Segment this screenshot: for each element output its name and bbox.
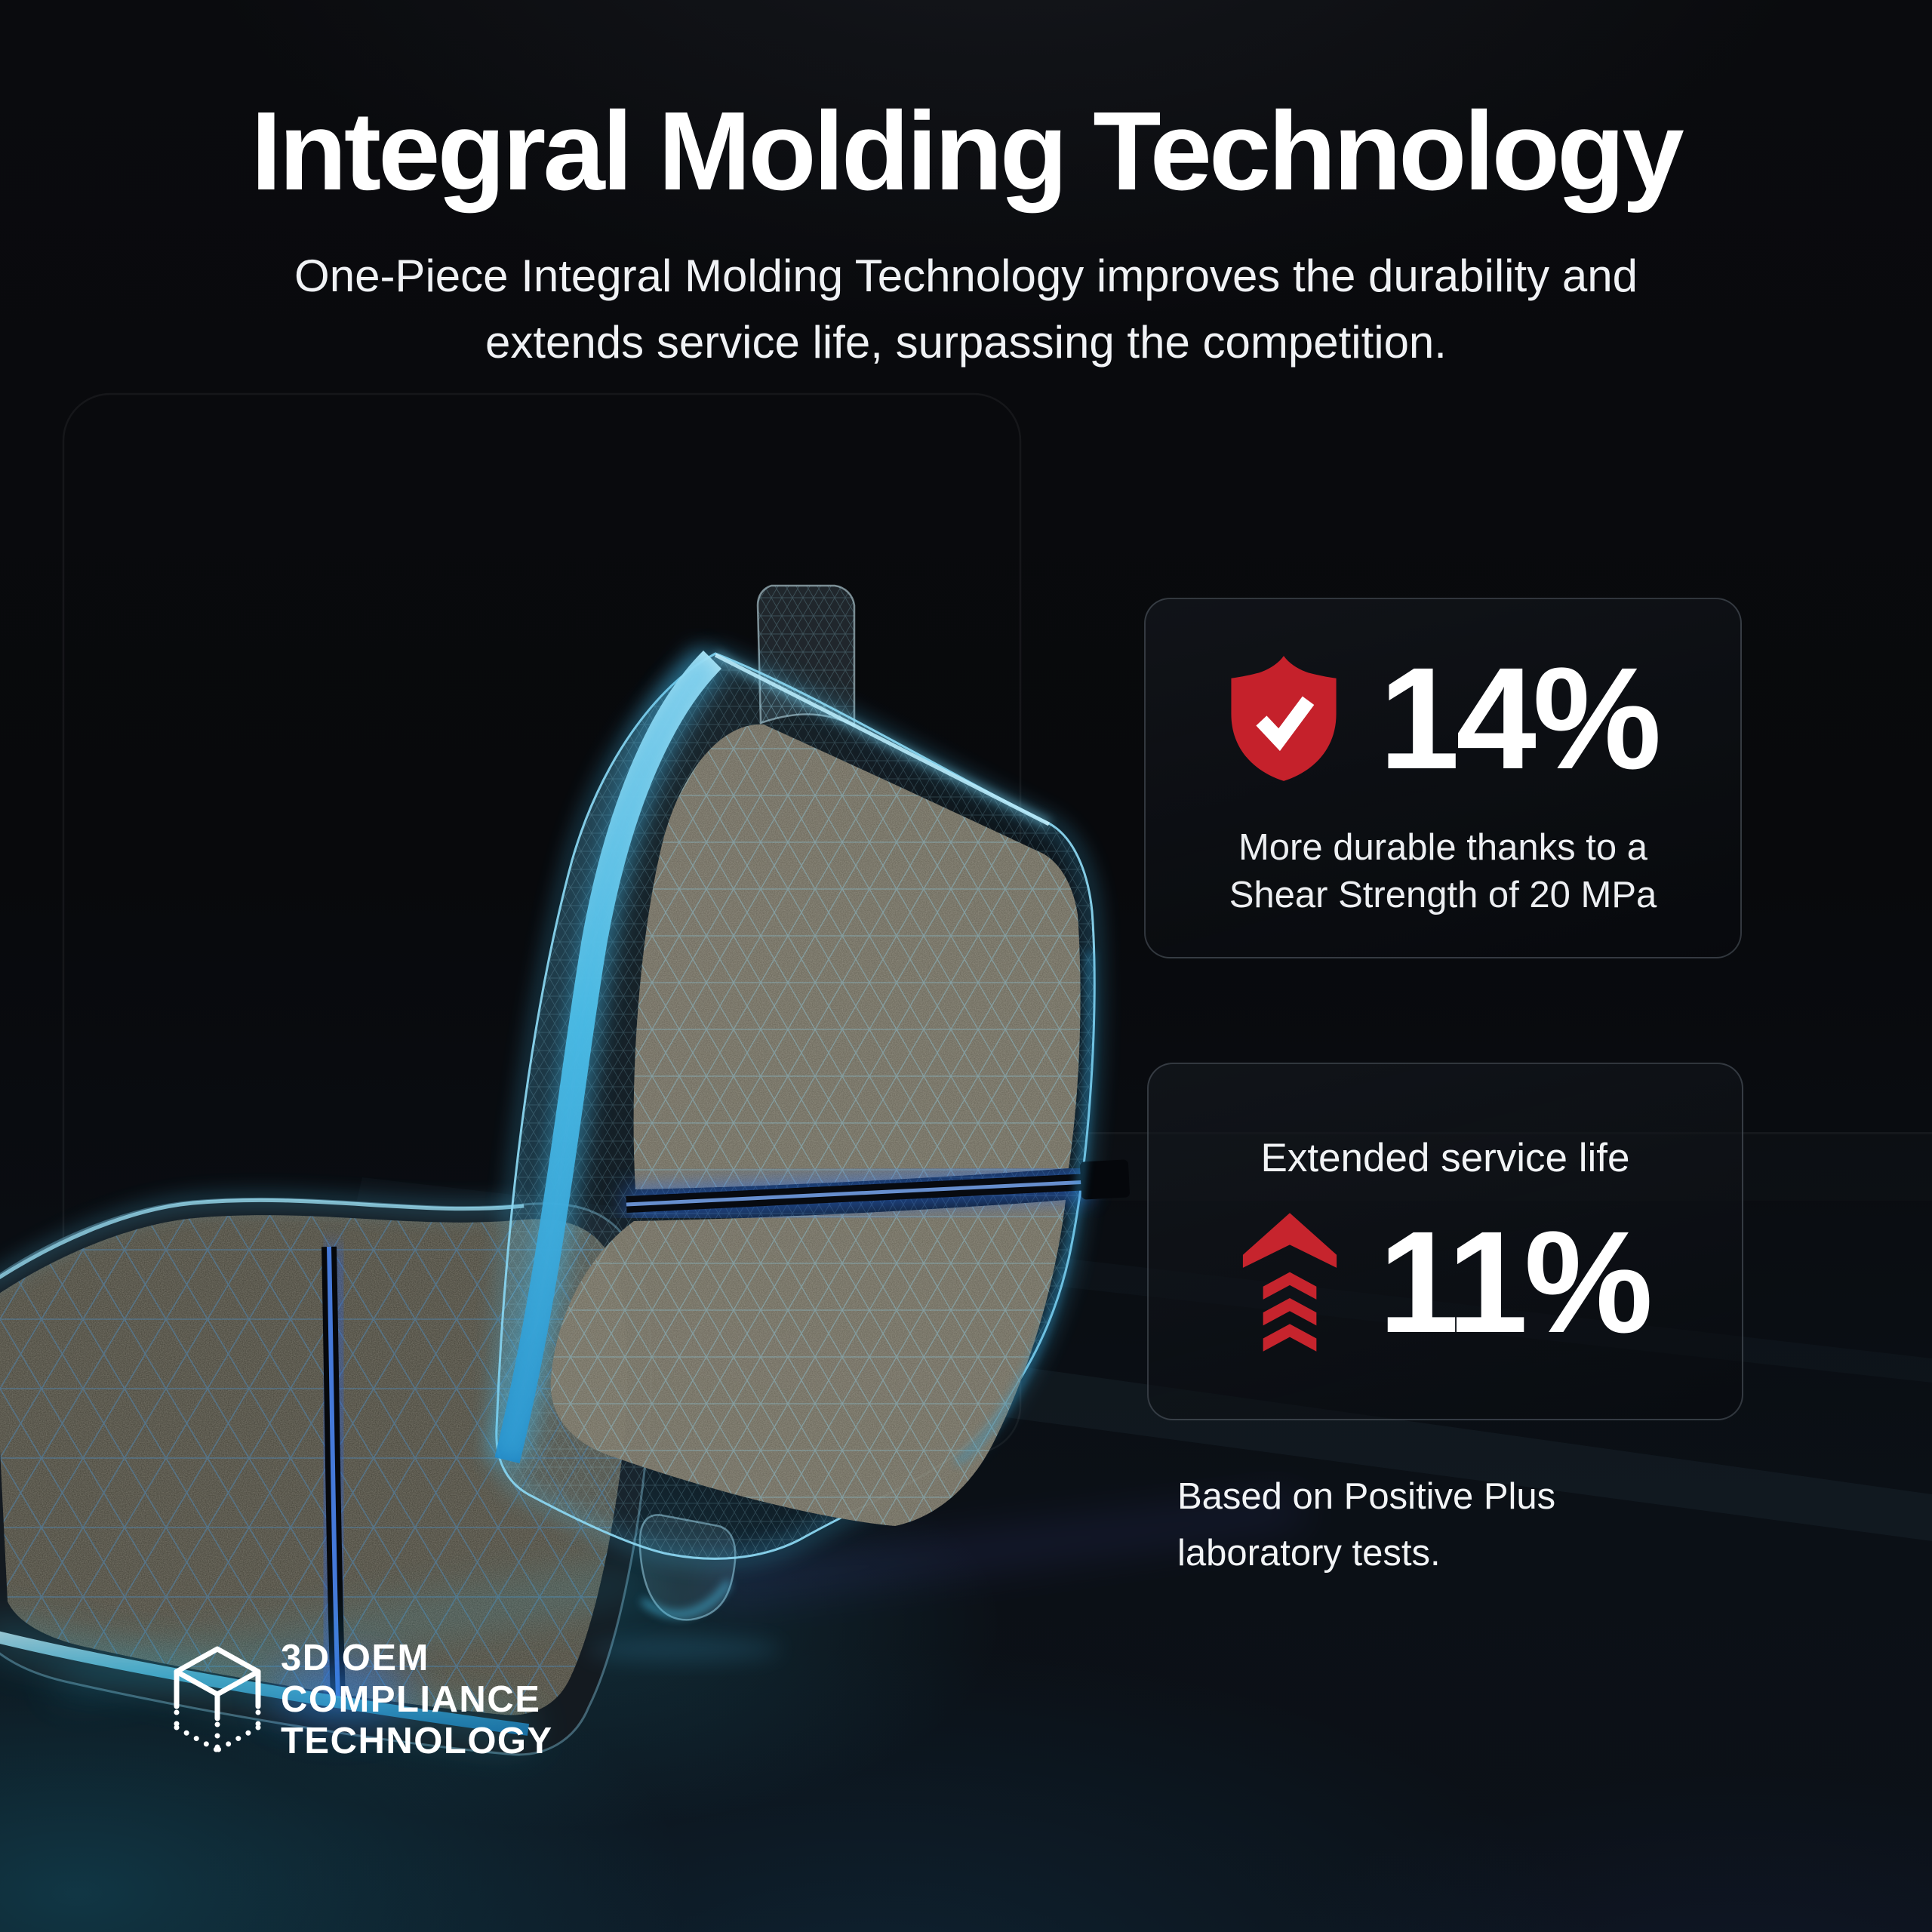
durability-desc-line-2: Shear Strength of 20 MPa bbox=[1229, 875, 1657, 915]
durability-value: 14% bbox=[1379, 637, 1661, 799]
footnote-line-2: laboratory tests. bbox=[1177, 1533, 1441, 1574]
brand-logo: 3D OEM COMPLIANCE TECHNOLOGY bbox=[171, 1638, 553, 1762]
logo-text: 3D OEM COMPLIANCE TECHNOLOGY bbox=[281, 1638, 553, 1762]
page-title: Integral Molding Technology bbox=[251, 89, 1684, 214]
service-life-value: 11% bbox=[1378, 1201, 1654, 1363]
subtitle-line-2: extends service life, surpassing the com… bbox=[485, 317, 1447, 368]
vertical-brake-pad bbox=[487, 584, 1130, 1661]
durability-stat-card: 14% More durable thanks to a Shear Streng… bbox=[1144, 598, 1742, 958]
page-subtitle: One-Piece Integral Molding Technology im… bbox=[0, 243, 1932, 376]
wireframe-cube-icon bbox=[174, 1646, 261, 1752]
durability-description: More durable thanks to a Shear Strength o… bbox=[1146, 824, 1740, 919]
service-life-label: Extended service life bbox=[1260, 1136, 1630, 1180]
shield-check-icon bbox=[1231, 656, 1337, 781]
upgrade-arrows-icon bbox=[1242, 1213, 1337, 1352]
logo-line-1: 3D OEM bbox=[281, 1638, 429, 1678]
footnote-line-1: Based on Positive Plus bbox=[1177, 1476, 1556, 1517]
durability-stat-row: 14% bbox=[1146, 646, 1740, 791]
cyan-light-beam bbox=[45, 1562, 657, 1698]
purple-light-beam bbox=[709, 1498, 1306, 1604]
service-life-stat-row: 11% bbox=[1149, 1210, 1742, 1355]
page-header: Integral Molding Technology One-Piece In… bbox=[0, 0, 1932, 376]
footnote: Based on Positive Plus laboratory tests. bbox=[1177, 1469, 1555, 1582]
service-life-stat-card: Extended service life 11% bbox=[1147, 1063, 1743, 1420]
subtitle-line-1: One-Piece Integral Molding Technology im… bbox=[294, 251, 1638, 301]
logo-line-3: TECHNOLOGY bbox=[281, 1721, 553, 1761]
logo-line-2: COMPLIANCE bbox=[281, 1679, 541, 1720]
durability-desc-line-1: More durable thanks to a bbox=[1238, 827, 1648, 868]
